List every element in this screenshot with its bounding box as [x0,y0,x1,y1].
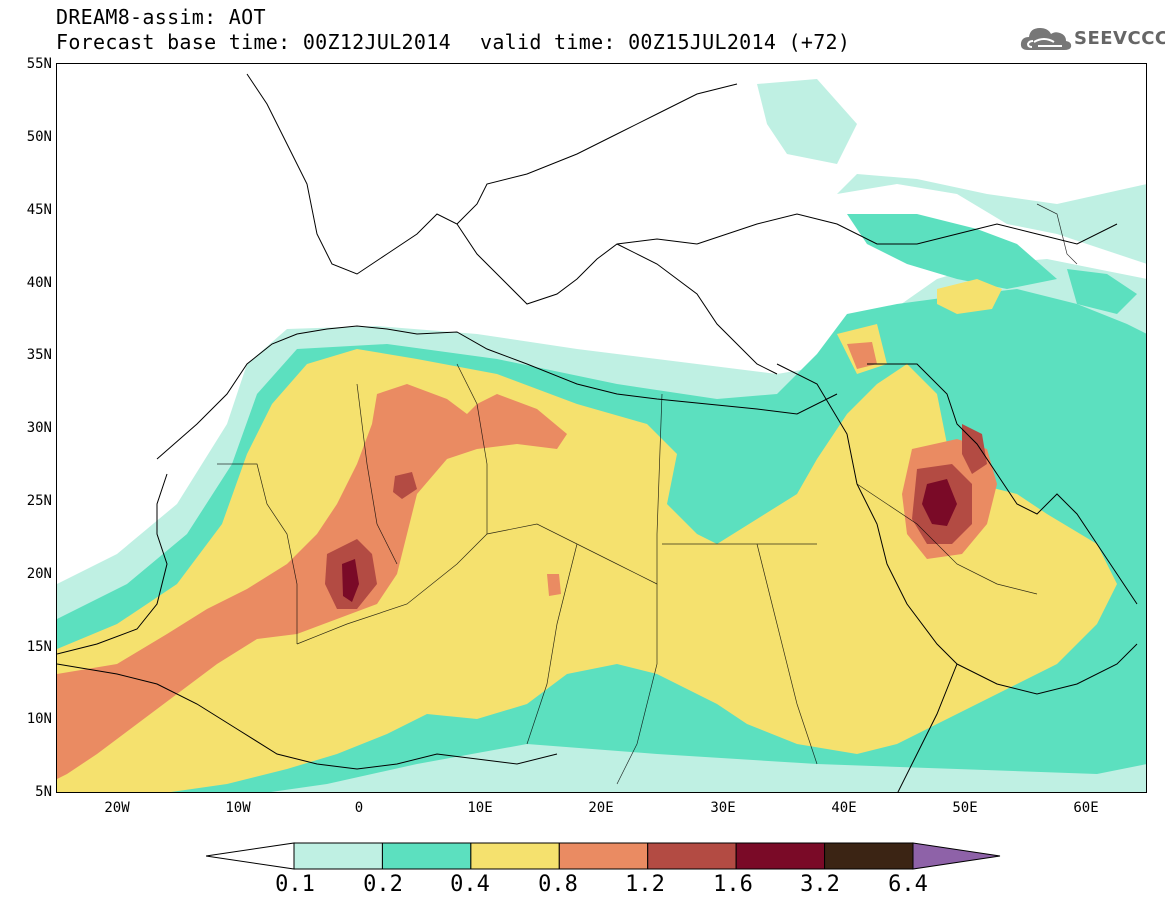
lon-label: 20W [104,800,130,816]
colorbar [205,842,1001,870]
colorbar-segment [647,842,737,870]
colorbar-segment [293,842,383,870]
lat-label: 15N [26,639,52,655]
colorbar-label: 0.8 [538,872,578,897]
lon-label: 60E [1073,800,1099,816]
lat-label: 50N [26,129,52,145]
lat-label: 40N [26,275,52,291]
lon-label: 10E [467,800,493,816]
colorbar-label: 1.2 [625,872,665,897]
colorbar-segment-low [205,842,295,870]
forecast-base-time: Forecast base time: 00Z12JUL2014 [56,30,451,54]
aot-field [57,73,1146,792]
lat-label: 45N [26,202,52,218]
lat-label: 5N [35,784,52,800]
colorbar-label: 0.2 [363,872,403,897]
lon-label: 0 [354,800,364,816]
colorbar-label: 6.4 [888,872,928,897]
colorbar-scale [205,842,1001,870]
country-borders [217,203,1078,785]
map-title: DREAM8-assim: AOT [56,5,266,29]
lat-label: 20N [26,566,52,582]
cloud-icon [1020,28,1072,50]
colorbar-segment-high [912,842,1001,870]
aot-level-dark-red [342,479,957,602]
colorbar-label: 3.2 [800,872,840,897]
lat-label: 30N [26,420,52,436]
lat-label: 55N [26,56,52,72]
coastlines [57,73,1138,792]
lon-label: 30E [710,800,736,816]
colorbar-segment [558,842,649,870]
lat-label: 25N [26,493,52,509]
colorbar-segment [735,842,826,870]
colorbar-label: 1.6 [713,872,753,897]
colorbar-segment [381,842,472,870]
lon-label: 20E [588,800,614,816]
lon-label: 50E [952,800,978,816]
logo-text: SEEVCCC [1074,28,1165,49]
lat-label: 10N [26,711,52,727]
lon-label: 40E [831,800,857,816]
lon-label: 10W [225,800,251,816]
lat-label: 35N [26,347,52,363]
seevccc-logo: SEEVCCC [1018,20,1165,60]
aot-map [56,63,1147,793]
colorbar-label: 0.1 [275,872,315,897]
colorbar-segment [824,842,914,870]
colorbar-segment [470,842,560,870]
colorbar-label: 0.4 [450,872,490,897]
valid-time: valid time: 00Z15JUL2014 (+72) [480,30,851,54]
